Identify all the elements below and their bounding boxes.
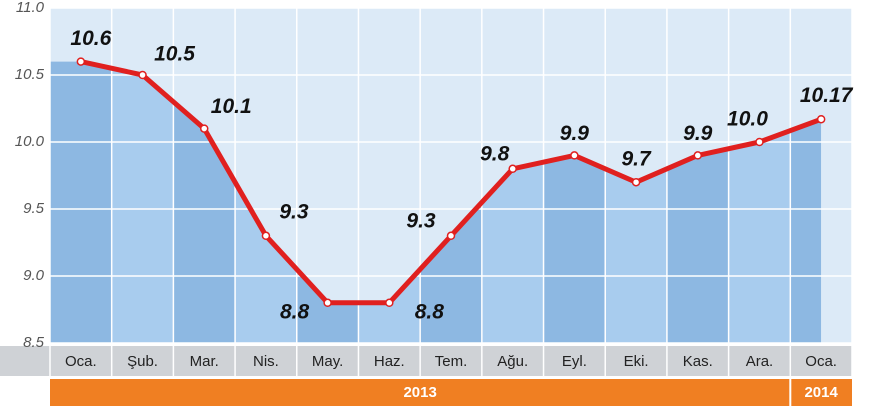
y-tick-label: 9.5 (23, 200, 45, 217)
x-tick-label: Ara. (746, 353, 774, 370)
x-tick-label: Oca. (805, 353, 837, 370)
data-label: 8.8 (280, 300, 310, 323)
data-label: 9.9 (560, 122, 590, 145)
x-tick-label: Nis. (253, 353, 279, 370)
x-tick-label: Şub. (127, 353, 158, 370)
x-tick-label: Kas. (683, 353, 713, 370)
point (694, 152, 701, 159)
point (324, 299, 331, 306)
year-band (50, 379, 852, 406)
point (201, 125, 208, 132)
data-label: 10.5 (154, 43, 195, 66)
point (448, 232, 455, 239)
data-label: 9.8 (480, 142, 510, 165)
point (139, 72, 146, 79)
data-label: 9.7 (621, 148, 652, 171)
y-tick-label: 10.0 (15, 133, 45, 150)
data-label: 10.0 (727, 108, 768, 131)
x-tick-label: Eki. (624, 353, 649, 370)
data-label: 9.3 (279, 200, 309, 223)
point (386, 299, 393, 306)
x-tick-label: Eyl. (562, 353, 587, 370)
data-label: 10.6 (70, 27, 111, 50)
x-tick-label: Oca. (65, 353, 97, 370)
y-tick-label: 8.5 (23, 334, 45, 351)
data-label: 9.3 (406, 209, 436, 232)
point (262, 232, 269, 239)
y-tick-label: 9.0 (23, 267, 45, 284)
point (509, 165, 516, 172)
x-tick-label: Haz. (374, 353, 405, 370)
data-label: 9.9 (683, 122, 713, 145)
x-tick-label: Tem. (435, 353, 468, 370)
chart: 8.5 9.0 9.5 10.0 10.5 11.0 Oca. Şub. Mar. Nis. May… (0, 0, 872, 409)
point (818, 116, 825, 123)
x-tick-label: Mar. (190, 353, 219, 370)
point (571, 152, 578, 159)
year-label: 2014 (804, 384, 838, 401)
point (633, 179, 640, 186)
y-tick-label: 10.5 (15, 66, 45, 83)
point (77, 58, 84, 65)
x-tick-label: May. (312, 353, 343, 370)
y-tick-label: 11.0 (16, 0, 45, 16)
data-label: 8.8 (415, 300, 445, 323)
data-label: 10.17 (800, 84, 854, 107)
point (756, 139, 763, 146)
x-tick-label: Ağu. (497, 353, 528, 370)
year-label: 2013 (403, 384, 436, 401)
data-label: 10.1 (211, 95, 252, 118)
